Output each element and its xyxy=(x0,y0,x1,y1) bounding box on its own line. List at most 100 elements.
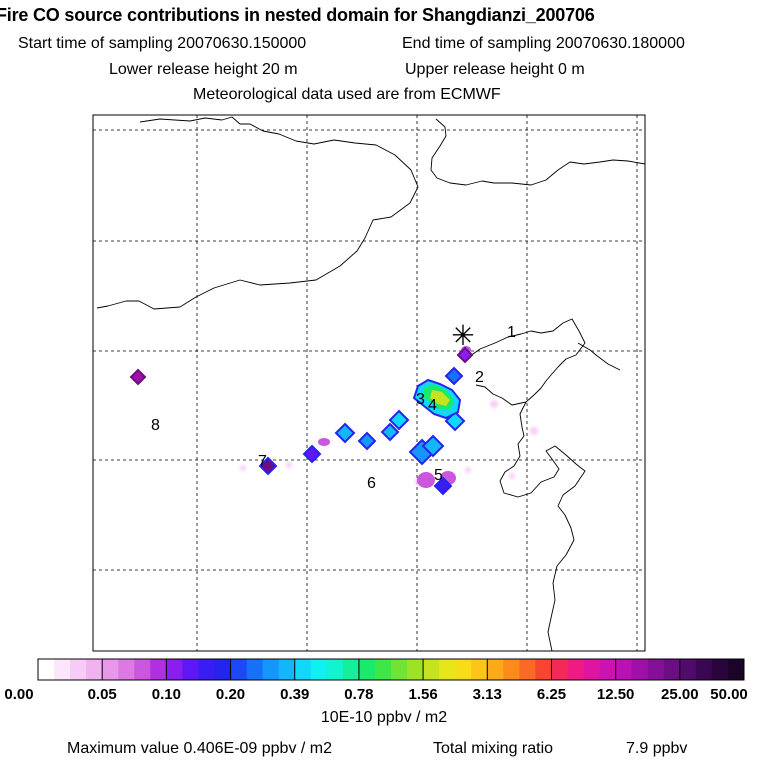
colorbar-tick-label: 0.00 xyxy=(4,686,34,703)
map-frame xyxy=(92,114,646,652)
start-time: Start time of sampling 20070630.150000 xyxy=(18,35,307,52)
faint-cell xyxy=(509,473,515,479)
maximum-value: Maximum value 0.406E-09 ppbv / m2 xyxy=(67,740,333,757)
colorbar-swatch xyxy=(599,659,617,680)
region-label-3: 3 xyxy=(416,391,425,408)
colorbar-swatch xyxy=(86,659,103,680)
cell xyxy=(357,431,377,451)
colorbar-swatch xyxy=(631,659,649,680)
region-label-1: 1 xyxy=(507,324,516,341)
end-time: End time of sampling 20070630.180000 xyxy=(402,35,685,52)
colorbar-swatch xyxy=(198,659,215,680)
colorbar-swatch xyxy=(647,659,665,680)
grid-cells xyxy=(129,346,474,496)
total-mixing-ratio-label: Total mixing ratio xyxy=(433,740,554,757)
cell-7 xyxy=(258,456,278,476)
northern-border xyxy=(96,116,419,310)
colorbar-swatch xyxy=(38,659,55,680)
colorbar-swatch xyxy=(407,659,424,680)
colorbar-swatch xyxy=(615,659,633,680)
cell xyxy=(334,422,356,444)
colorbar-swatch xyxy=(326,659,344,680)
faint-cell xyxy=(465,467,471,473)
region-label-4: 4 xyxy=(428,397,437,414)
colorbar-swatch xyxy=(519,659,536,680)
colorbar-swatch xyxy=(310,659,328,680)
cell xyxy=(388,409,410,431)
colorbar-swatch xyxy=(374,659,392,680)
colorbar-swatch xyxy=(567,659,584,680)
upper-release-height: Upper release height 0 m xyxy=(405,61,585,78)
cell-2 xyxy=(444,366,464,386)
cell xyxy=(302,444,322,464)
low-cell xyxy=(318,438,330,446)
colorbar-swatch xyxy=(118,659,135,680)
colorbar-swatch xyxy=(54,659,71,680)
colorbar-swatch xyxy=(455,659,472,680)
faint-cell xyxy=(286,462,292,468)
colorbar-swatch xyxy=(535,659,552,680)
boundaries xyxy=(96,116,646,652)
colorbar-swatch xyxy=(150,659,167,680)
colorbar-swatch xyxy=(695,659,713,680)
colorbar-tick-label: 0.39 xyxy=(280,686,310,703)
cell-8 xyxy=(129,368,147,386)
graticule xyxy=(93,115,645,651)
colorbar-swatch xyxy=(583,659,600,680)
colorbar-units: 10E-10 ppbv / m2 xyxy=(320,709,448,726)
colorbar-tick-label: 3.13 xyxy=(472,686,502,703)
region-labels: 1 2 3 4 5 6 7 8 xyxy=(151,324,516,492)
colorbar-swatch xyxy=(471,659,488,680)
shandong-coast xyxy=(499,401,586,652)
region-label-8: 8 xyxy=(151,417,160,434)
colorbar-swatch xyxy=(551,659,568,680)
cell-5b xyxy=(421,434,445,458)
plot-title: Fire CO source contributions in nested d… xyxy=(0,5,595,25)
colorbar-tick-label: 6.25 xyxy=(536,686,567,703)
contribution-field xyxy=(129,346,538,496)
colorbar-swatch xyxy=(439,659,456,680)
colorbar-swatch xyxy=(679,659,697,680)
low-cell xyxy=(417,472,435,488)
colorbar-swatch xyxy=(294,659,312,680)
colorbar-swatch xyxy=(262,659,280,680)
liaodong-coast xyxy=(577,342,621,371)
region-label-2: 2 xyxy=(475,369,484,386)
station-asterisk-icon: ✳ xyxy=(451,319,474,352)
colorbar-swatch xyxy=(727,659,745,680)
colorbar-tick-label: 50.00 xyxy=(710,686,748,703)
colorbar-swatch xyxy=(182,659,199,680)
cell-near-station xyxy=(456,346,474,364)
region-label-7: 7 xyxy=(258,453,267,470)
total-mixing-ratio-value: 7.9 ppbv xyxy=(626,740,688,757)
cell xyxy=(380,422,400,442)
colorbar-tick-label: 0.10 xyxy=(151,686,181,703)
northeast-border xyxy=(430,118,646,186)
region-label-6: 6 xyxy=(367,475,376,492)
bohai-coast-north xyxy=(465,318,586,406)
colorbar-swatch xyxy=(214,659,231,680)
colorbar-swatch xyxy=(503,659,520,680)
colorbar-tick-label: 0.05 xyxy=(87,686,117,703)
colorbar-swatch xyxy=(230,659,247,680)
cell-5c xyxy=(433,476,453,496)
faint-cell xyxy=(240,465,246,471)
colorbar-swatch xyxy=(391,659,408,680)
colorbar-swatch xyxy=(663,659,681,680)
hotspot-core xyxy=(430,390,450,406)
colorbar-swatch xyxy=(423,659,440,680)
colorbar-swatch xyxy=(246,659,264,680)
region-label-5: 5 xyxy=(434,467,443,484)
colorbar-tick-label: 0.78 xyxy=(344,686,374,703)
colorbar-swatch xyxy=(134,659,151,680)
colorbar-tick-label: 12.50 xyxy=(596,686,635,703)
faint-cell xyxy=(530,427,538,435)
colorbar-swatch xyxy=(487,659,504,680)
colorbar-swatch xyxy=(102,659,119,680)
met-data-source: Meteorological data used are from ECMWF xyxy=(193,86,501,103)
colorbar xyxy=(37,658,745,681)
lower-release-height: Lower release height 20 m xyxy=(109,61,298,78)
colorbar-swatch xyxy=(358,659,376,680)
colorbar-frame xyxy=(37,658,745,681)
